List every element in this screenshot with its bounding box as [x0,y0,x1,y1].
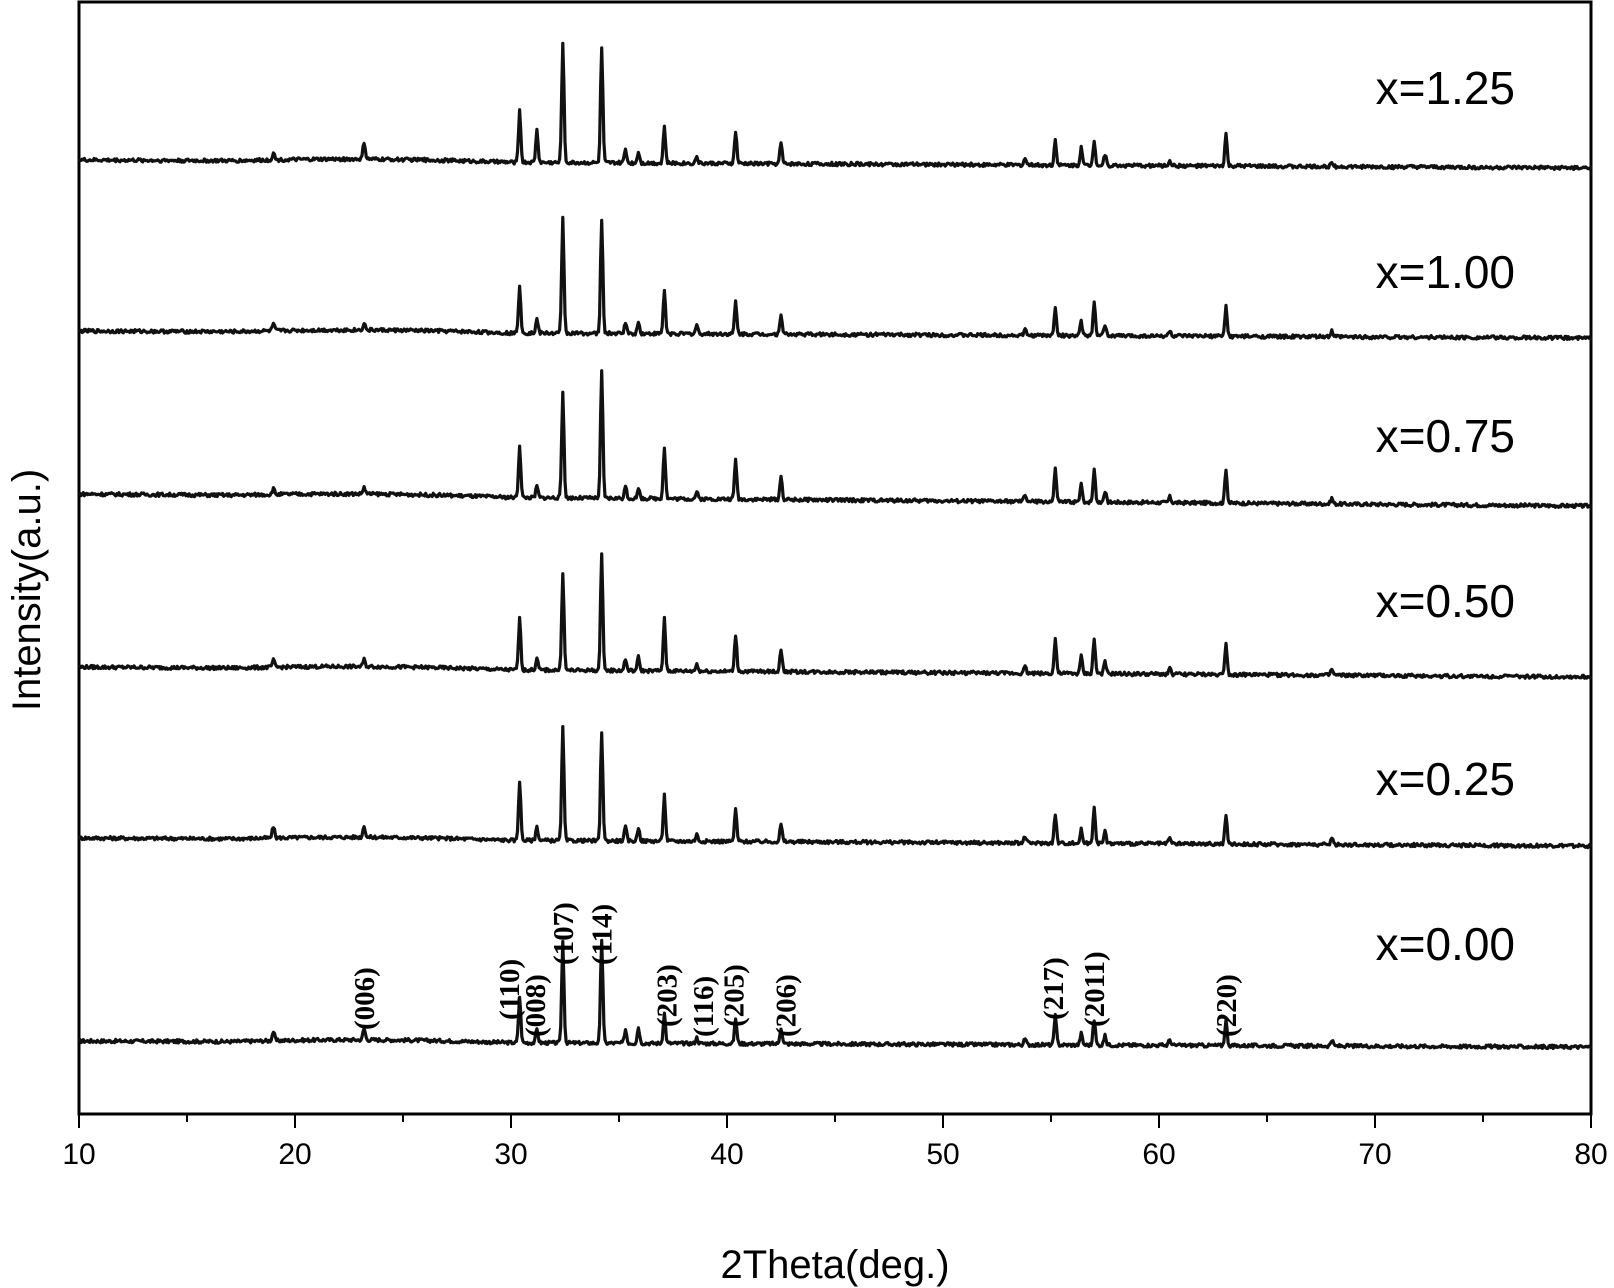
series-label: x=0.75 [1376,410,1515,462]
hkl-annotations: (006) (110)(008) (107) (114) (203) (116)(205)… [349,902,1243,1037]
x-tick-label: 40 [710,1138,743,1171]
plot-frame [77,0,1593,1116]
x-tick-label: 30 [494,1138,527,1171]
hkl-annotation: (205) [719,964,751,1027]
hkl-annotation: (2011) [1079,951,1111,1027]
x-tick-label: 70 [1358,1138,1391,1171]
series-label: x=1.25 [1376,62,1515,114]
x-axis-title: 2Theta(deg.) [720,1243,949,1287]
hkl-annotation: (114) [587,904,619,965]
x-tick-label: 50 [926,1138,959,1171]
x-axis-tick-labels: 10 20 30 40 50 60 70 80 [62,1138,1607,1171]
series-line [77,41,1593,172]
x-tick-label: 20 [278,1138,311,1171]
series-line [78,938,1593,1051]
hkl-annotation: (220) [1211,974,1243,1037]
series-line [77,215,1593,341]
hkl-annotation: (203) [652,964,684,1027]
y-axis-title: Intensity(a.u.) [5,469,49,711]
x-tick-label: 60 [1142,1138,1175,1171]
series-group [77,41,1593,1051]
series-label: x=0.00 [1376,918,1515,970]
series-label: x=1.00 [1376,246,1515,298]
series-label: x=0.50 [1376,575,1515,627]
hkl-annotation: (008) [520,974,552,1037]
hkl-annotation: (107) [548,902,580,965]
hkl-annotation: (006) [349,967,381,1030]
x-tick-label: 10 [62,1138,95,1171]
hkl-annotation: (217) [1038,957,1070,1020]
hkl-annotation: (206) [770,974,802,1037]
series-labels: x=0.00 x=0.25 x=0.50 x=0.75 x=1.00 x=1.25 [1376,62,1515,970]
x-axis-ticks [78,1114,1592,1128]
series-label: x=0.25 [1376,753,1515,805]
series-line [77,725,1593,850]
hkl-annotation: (116) [688,976,720,1037]
x-tick-label: 80 [1574,1138,1607,1171]
series-line [77,552,1592,680]
series-line [78,369,1593,509]
hkl-annotation: (110) [494,959,526,1020]
